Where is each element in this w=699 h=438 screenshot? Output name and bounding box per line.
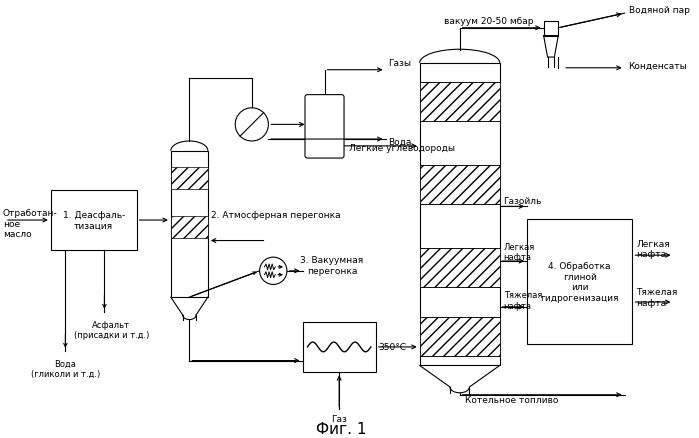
Text: 3. Вакуумная
перегонка: 3. Вакуумная перегонка <box>300 256 363 275</box>
Bar <box>419 249 500 288</box>
Bar <box>419 317 500 356</box>
Text: Газойль: Газойль <box>503 197 542 205</box>
Bar <box>527 219 633 344</box>
Text: Газы: Газы <box>389 59 412 68</box>
Text: 1. Деасфаль-
тизация: 1. Деасфаль- тизация <box>62 211 125 230</box>
Bar <box>419 166 500 205</box>
Text: 4. Обработка
глиной
или
гидрогенизация: 4. Обработка глиной или гидрогенизация <box>540 262 619 302</box>
Text: Тяжелая
нафта: Тяжелая нафта <box>636 288 678 307</box>
Bar <box>171 168 208 189</box>
Text: Легкая
нафта: Легкая нафта <box>503 242 535 261</box>
Text: Тяжелая
нафта: Тяжелая нафта <box>503 291 542 310</box>
Text: Газ: Газ <box>331 414 347 423</box>
Text: 350°C: 350°C <box>379 343 407 352</box>
FancyBboxPatch shape <box>305 95 344 159</box>
Bar <box>51 191 136 251</box>
Text: Вода: Вода <box>389 137 412 146</box>
Text: Вода
(гликоли и т.д.): Вода (гликоли и т.д.) <box>31 359 100 378</box>
Text: Водяной пар: Водяной пар <box>628 6 689 15</box>
Circle shape <box>236 109 268 141</box>
Bar <box>544 22 559 36</box>
Text: вакуум 20-50 мбар: вакуум 20-50 мбар <box>444 18 533 26</box>
Text: Фиг. 1: Фиг. 1 <box>316 421 366 436</box>
Text: Котельное топливо: Котельное топливо <box>465 395 558 404</box>
Text: Легкие углеводороды: Легкие углеводороды <box>350 144 456 153</box>
Bar <box>303 322 376 372</box>
Bar <box>171 152 208 297</box>
Circle shape <box>259 258 287 285</box>
Bar <box>171 217 208 238</box>
Bar <box>419 64 500 366</box>
Text: Отработан-
ное
масло: Отработан- ное масло <box>3 209 58 239</box>
Text: 2. Атмосферная перегонка: 2. Атмосферная перегонка <box>211 210 340 219</box>
Bar <box>419 83 500 122</box>
Text: Асфальт
(присадки и т.д.): Асфальт (присадки и т.д.) <box>73 320 149 339</box>
Text: Конденсаты: Конденсаты <box>628 62 687 71</box>
Text: Легкая
нафта: Легкая нафта <box>636 239 670 258</box>
